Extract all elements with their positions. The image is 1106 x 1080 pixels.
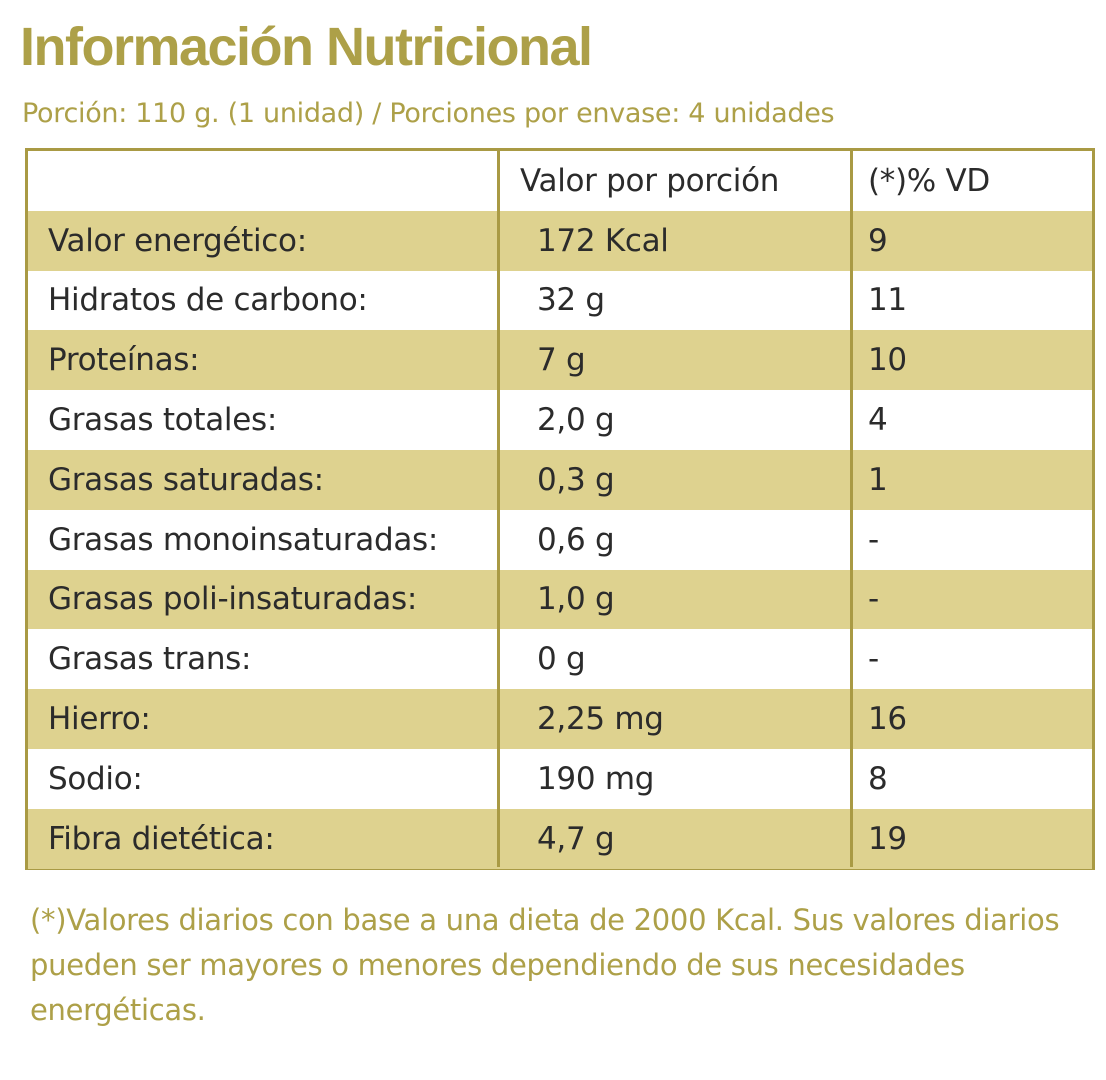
nutrient-name: Grasas trans: bbox=[48, 641, 252, 678]
nutrient-value: 4,7 g bbox=[537, 820, 615, 857]
daily-value-percent: 4 bbox=[868, 402, 888, 439]
table-header-row: Valor por porción (*)% VD bbox=[28, 151, 1092, 211]
nutrient-value: 172 Kcal bbox=[537, 222, 669, 259]
daily-value-percent: - bbox=[868, 521, 879, 558]
serving-info: Porción: 110 g. (1 unidad) / Porciones p… bbox=[22, 98, 835, 129]
column-divider bbox=[850, 151, 853, 867]
page-title: Información Nutricional bbox=[20, 17, 593, 77]
table-row: Hierro: 2,25 mg 16 bbox=[28, 689, 1092, 749]
table-row: Valor energético: 172 Kcal 9 bbox=[28, 210, 1092, 271]
nutrient-name: Proteínas: bbox=[48, 342, 200, 379]
daily-value-percent: 9 bbox=[868, 222, 888, 259]
nutrient-name: Fibra dietética: bbox=[48, 820, 275, 857]
nutrition-table: Valor por porción (*)% VD Valor energéti… bbox=[25, 148, 1095, 870]
daily-value-percent: 10 bbox=[868, 342, 907, 379]
daily-value-percent: 19 bbox=[868, 820, 907, 857]
nutrient-value: 0 g bbox=[537, 641, 586, 678]
table-row: Grasas saturadas: 0,3 g 1 bbox=[28, 450, 1092, 510]
nutrient-name: Grasas saturadas: bbox=[48, 461, 324, 498]
daily-value-percent: 11 bbox=[868, 282, 907, 319]
footnote: (*)Valores diarios con base a una dieta … bbox=[30, 903, 1060, 1027]
daily-value-percent: 8 bbox=[868, 760, 888, 797]
daily-value-percent: 1 bbox=[868, 461, 888, 498]
table-row: Fibra dietética: 4,7 g 19 bbox=[28, 808, 1092, 869]
daily-value-percent: - bbox=[868, 581, 879, 618]
nutrient-name: Hierro: bbox=[48, 701, 151, 738]
nutrient-value: 7 g bbox=[537, 342, 586, 379]
header-daily-value: (*)% VD bbox=[868, 162, 990, 199]
table-row: Sodio: 190 mg 8 bbox=[28, 749, 1092, 809]
nutrient-name: Sodio: bbox=[48, 760, 143, 797]
table-row: Grasas monoinsaturadas: 0,6 g - bbox=[28, 510, 1092, 570]
nutrient-value: 32 g bbox=[537, 282, 605, 319]
table-row: Proteínas: 7 g 10 bbox=[28, 330, 1092, 391]
nutrient-name: Grasas monoinsaturadas: bbox=[48, 521, 439, 558]
daily-value-percent: - bbox=[868, 641, 879, 678]
nutrient-value: 2,0 g bbox=[537, 402, 615, 439]
nutrient-name: Grasas totales: bbox=[48, 402, 277, 439]
nutrient-name: Valor energético: bbox=[48, 222, 307, 259]
header-value-per-serving: Valor por porción bbox=[520, 162, 780, 199]
nutrient-value: 190 mg bbox=[537, 760, 655, 797]
nutrient-value: 0,3 g bbox=[537, 461, 615, 498]
table-row: Hidratos de carbono: 32 g 11 bbox=[28, 271, 1092, 331]
column-divider bbox=[497, 151, 500, 867]
table-row: Grasas trans: 0 g - bbox=[28, 629, 1092, 689]
nutrient-name: Grasas poli-insaturadas: bbox=[48, 581, 417, 618]
daily-value-percent: 16 bbox=[868, 701, 907, 738]
nutrient-value: 1,0 g bbox=[537, 581, 615, 618]
table-row: Grasas totales: 2,0 g 4 bbox=[28, 390, 1092, 450]
nutrient-name: Hidratos de carbono: bbox=[48, 282, 368, 319]
table-row: Grasas poli-insaturadas: 1,0 g - bbox=[28, 569, 1092, 630]
nutrient-value: 0,6 g bbox=[537, 521, 615, 558]
nutrient-value: 2,25 mg bbox=[537, 701, 664, 738]
